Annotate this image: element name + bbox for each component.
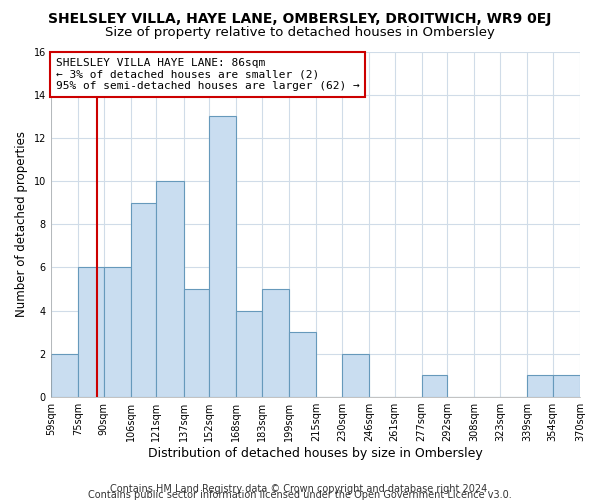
Bar bbox=[156, 181, 184, 397]
Bar bbox=[262, 289, 289, 397]
Bar bbox=[51, 354, 78, 397]
Bar bbox=[527, 376, 553, 397]
Bar bbox=[78, 268, 104, 397]
Bar bbox=[184, 289, 209, 397]
Text: Size of property relative to detached houses in Ombersley: Size of property relative to detached ho… bbox=[105, 26, 495, 39]
Text: Contains public sector information licensed under the Open Government Licence v3: Contains public sector information licen… bbox=[88, 490, 512, 500]
Bar bbox=[289, 332, 316, 397]
Text: Contains HM Land Registry data © Crown copyright and database right 2024.: Contains HM Land Registry data © Crown c… bbox=[110, 484, 490, 494]
Y-axis label: Number of detached properties: Number of detached properties bbox=[15, 132, 28, 318]
Bar bbox=[342, 354, 369, 397]
Bar bbox=[236, 310, 262, 397]
Text: SHELSLEY VILLA, HAYE LANE, OMBERSLEY, DROITWICH, WR9 0EJ: SHELSLEY VILLA, HAYE LANE, OMBERSLEY, DR… bbox=[49, 12, 551, 26]
Bar bbox=[131, 202, 156, 397]
Bar bbox=[422, 376, 447, 397]
Bar bbox=[209, 116, 236, 397]
Text: SHELSLEY VILLA HAYE LANE: 86sqm
← 3% of detached houses are smaller (2)
95% of s: SHELSLEY VILLA HAYE LANE: 86sqm ← 3% of … bbox=[56, 58, 359, 91]
X-axis label: Distribution of detached houses by size in Ombersley: Distribution of detached houses by size … bbox=[148, 447, 483, 460]
Bar bbox=[553, 376, 580, 397]
Bar bbox=[104, 268, 131, 397]
